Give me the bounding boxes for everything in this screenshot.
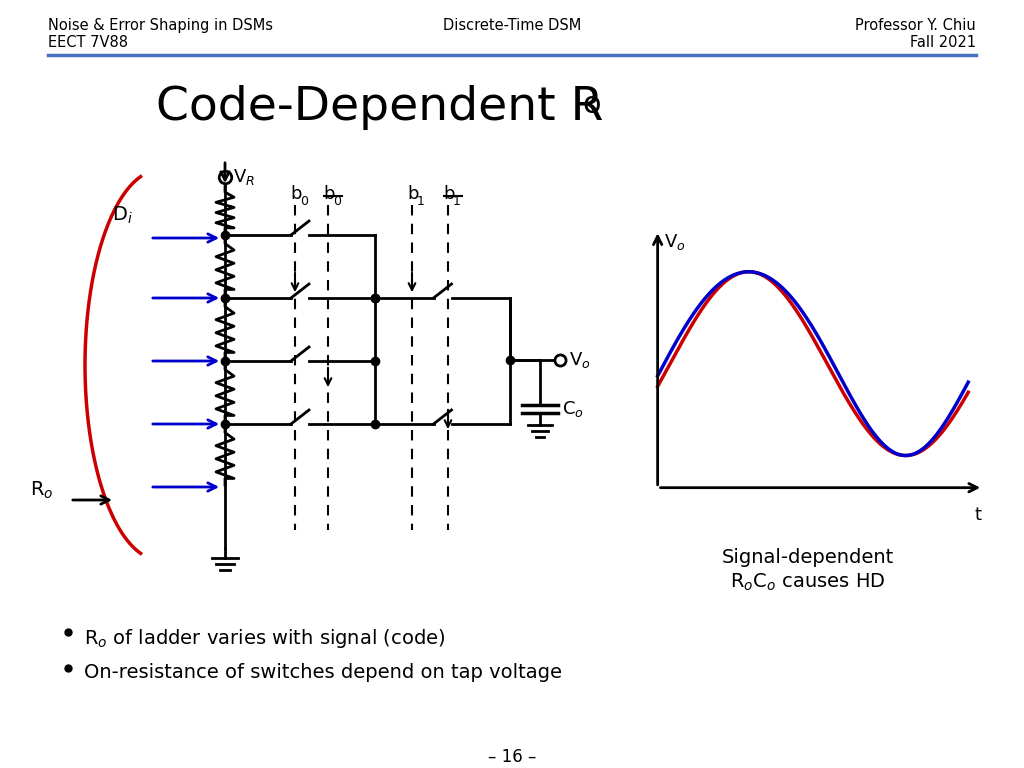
Text: R$_o$C$_o$ causes HD: R$_o$C$_o$ causes HD [730,572,886,594]
Text: 1: 1 [417,195,425,208]
Text: t: t [975,506,982,524]
Text: V$_o$: V$_o$ [664,232,685,252]
Text: V$_o$: V$_o$ [569,350,591,370]
Text: EECT 7V88: EECT 7V88 [48,35,128,50]
Text: Signal-dependent: Signal-dependent [722,548,894,567]
Text: b: b [407,185,419,203]
Text: Code-Dependent R: Code-Dependent R [157,85,604,130]
Text: C$_o$: C$_o$ [562,399,584,419]
Text: D$_i$: D$_i$ [112,204,133,226]
Text: – 16 –: – 16 – [487,748,537,766]
Text: Professor Y. Chiu: Professor Y. Chiu [855,18,976,33]
Text: b: b [323,185,335,203]
Text: V$_R$: V$_R$ [233,167,255,187]
Text: R$_o$: R$_o$ [30,479,53,501]
Text: 0: 0 [333,195,341,208]
Text: b: b [443,185,455,203]
Text: R$_o$ of ladder varies with signal (code): R$_o$ of ladder varies with signal (code… [84,627,445,650]
Text: Noise & Error Shaping in DSMs: Noise & Error Shaping in DSMs [48,18,273,33]
Text: o: o [582,90,600,119]
Text: Fall 2021: Fall 2021 [910,35,976,50]
Text: 0: 0 [300,195,308,208]
Text: 1: 1 [453,195,461,208]
Text: b: b [290,185,301,203]
Text: On-resistance of switches depend on tap voltage: On-resistance of switches depend on tap … [84,663,562,682]
Text: Discrete-Time DSM: Discrete-Time DSM [442,18,582,33]
